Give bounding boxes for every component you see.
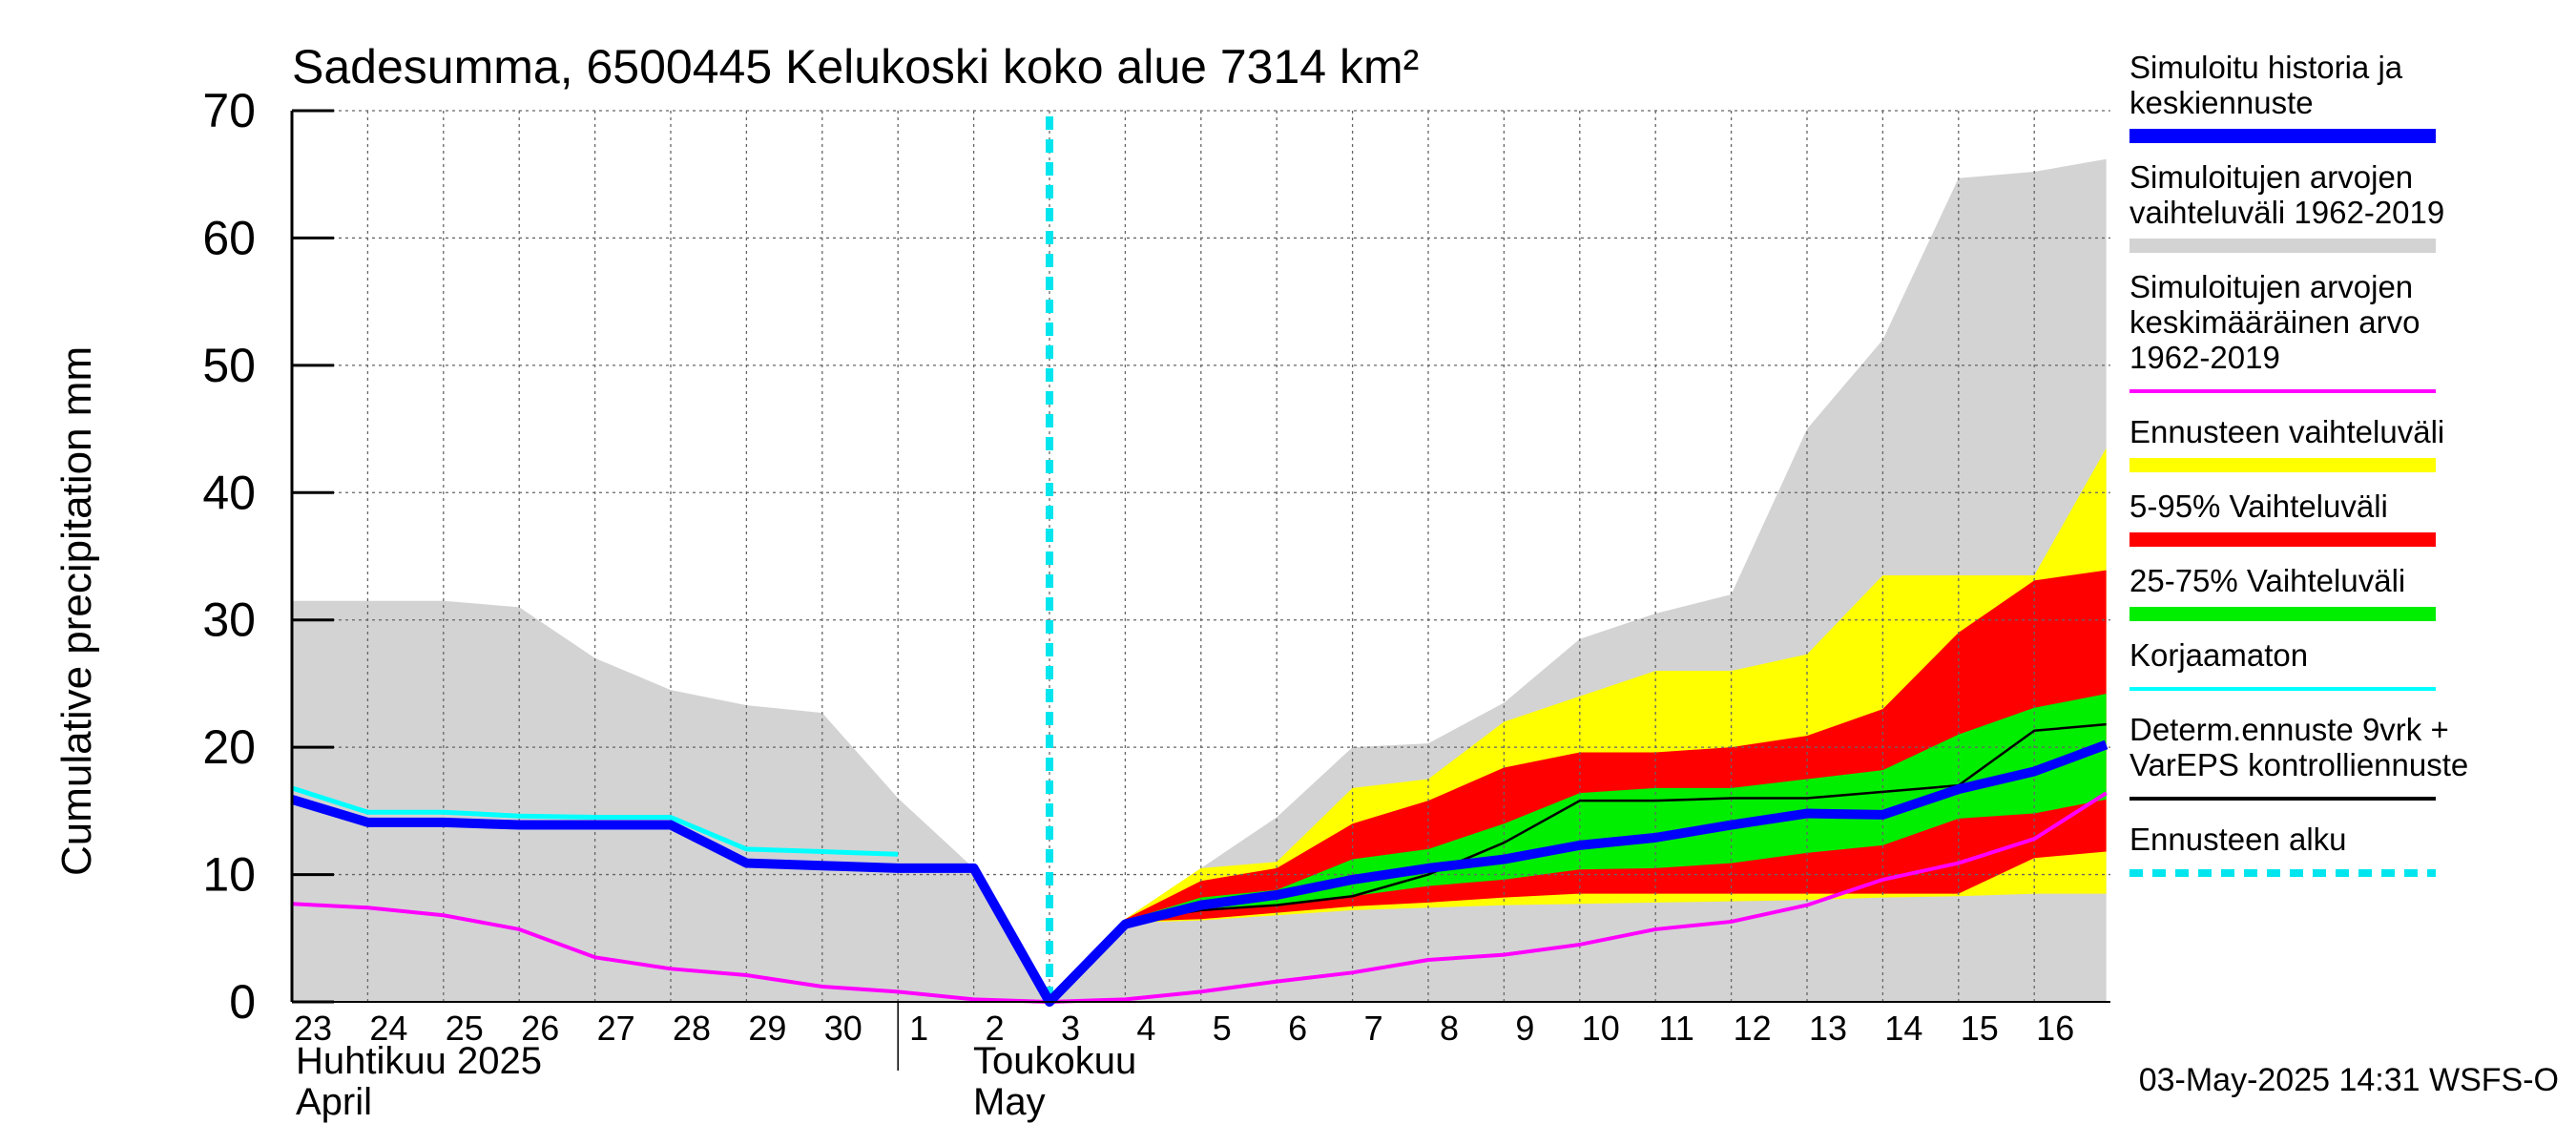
x-tick-label: 27 (597, 1009, 635, 1048)
y-tick-label: 0 (229, 975, 256, 1029)
x-tick-label: 12 (1734, 1009, 1772, 1048)
legend-label: 1962-2019 (2129, 340, 2280, 375)
legend-label: Simuloitujen arvojen (2129, 159, 2413, 195)
timestamp: 03-May-2025 14:31 WSFS-O (2139, 1062, 2559, 1098)
y-tick-label: 70 (202, 84, 256, 137)
legend-label: Determ.ennuste 9vrk + (2129, 712, 2449, 747)
legend-label: Ennusteen vaihteluväli (2129, 414, 2444, 449)
series-line-1 (291, 785, 899, 857)
series-line-2 (1125, 722, 2107, 924)
axes (290, 111, 2110, 1071)
month-label-fi: Toukokuu (973, 1040, 1136, 1082)
x-tick-label: 16 (2036, 1009, 2074, 1048)
x-tick-label: 6 (1288, 1009, 1307, 1048)
legend-label: Korjaamaton (2129, 637, 2308, 673)
legend-swatch (2129, 532, 2436, 547)
x-tick-label: 3 (1061, 1009, 1080, 1048)
y-tick-label: 20 (202, 720, 256, 774)
range-bands (292, 158, 2107, 1002)
x-tick-label: 13 (1809, 1009, 1847, 1048)
legend-label: Simuloitujen arvojen (2129, 269, 2413, 304)
legend-swatch (2129, 458, 2436, 472)
month-label-en: May (973, 1081, 1046, 1123)
y-tick-label: 50 (202, 339, 256, 392)
series-line-3 (290, 739, 2109, 1007)
band-3 (1125, 694, 2107, 922)
series-line-0 (291, 791, 2108, 1004)
legend-label: 25-75% Vaihteluväli (2129, 563, 2405, 598)
y-tick-label: 40 (202, 466, 256, 519)
legend-swatch (2129, 607, 2436, 621)
x-tick-label: 8 (1440, 1009, 1459, 1048)
month-label-en: April (296, 1081, 372, 1123)
legend-label: 5-95% Vaihteluväli (2129, 489, 2388, 524)
x-tick-label: 29 (748, 1009, 786, 1048)
x-tick-label: 26 (521, 1009, 559, 1048)
legend-label: keskiennuste (2129, 85, 2314, 120)
y-tick-label: 60 (202, 211, 256, 264)
y-tick-label: 10 (202, 848, 256, 902)
x-tick-label: 4 (1136, 1009, 1155, 1048)
x-tick-label: 1 (909, 1009, 928, 1048)
x-tick-label: 2 (986, 1009, 1005, 1048)
chart-title: Sadesumma, 6500445 Kelukoski koko alue 7… (292, 40, 1419, 94)
legend-label: keskimääräinen arvo (2129, 304, 2420, 340)
x-tick-label: 7 (1364, 1009, 1383, 1048)
x-tick-label: 30 (824, 1009, 862, 1048)
x-tick-label: 9 (1515, 1009, 1534, 1048)
month-label-fi: Huhtikuu 2025 (296, 1040, 542, 1082)
legend-label: Simuloitu historia ja (2129, 50, 2403, 85)
y-tick-label: 30 (202, 593, 256, 647)
legend-label: Ennusteen alku (2129, 822, 2347, 857)
legend-label: VarEPS kontrolliennuste (2129, 747, 2468, 782)
legend-swatch (2129, 239, 2436, 253)
x-tick-label: 23 (294, 1009, 332, 1048)
series-lines (290, 722, 2109, 1007)
x-tick-label: 15 (1961, 1009, 1999, 1048)
x-tick-label: 11 (1659, 1009, 1694, 1048)
legend-swatch (2129, 129, 2436, 143)
x-tick-label: 25 (446, 1009, 484, 1048)
x-tick-label: 28 (673, 1009, 711, 1048)
legend-label: vaihteluväli 1962-2019 (2129, 195, 2444, 230)
x-tick-label: 10 (1582, 1009, 1620, 1048)
x-tick-label: 14 (1884, 1009, 1922, 1048)
x-tick-label: 24 (369, 1009, 407, 1048)
y-axis-label: Cumulative precipitation mm (53, 346, 100, 876)
x-tick-label: 5 (1213, 1009, 1232, 1048)
